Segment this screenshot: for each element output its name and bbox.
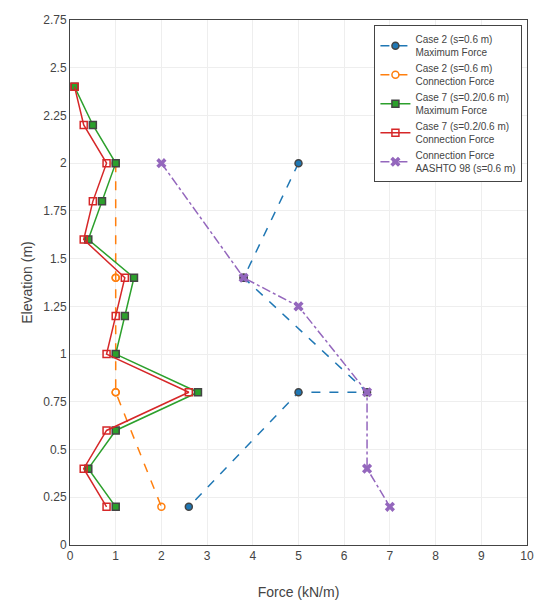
svg-text:Case 7 (s=0.2/0.6 m)Connection: Case 7 (s=0.2/0.6 m)Connection Force [415,121,509,145]
svg-text:0.75: 0.75 [43,395,67,409]
svg-text:1: 1 [60,347,67,361]
svg-text:0: 0 [67,549,74,563]
svg-text:9: 9 [478,549,485,563]
svg-text:2.75: 2.75 [43,13,67,27]
svg-text:1.5: 1.5 [50,252,67,266]
svg-text:Case 2 (s=0.6 m)Maximum Force: Case 2 (s=0.6 m)Maximum Force [415,34,492,58]
svg-text:Case 2 (s=0.6 m)Connection For: Case 2 (s=0.6 m)Connection Force [415,63,494,87]
svg-text:7: 7 [387,549,394,563]
svg-text:1.75: 1.75 [43,204,67,218]
svg-text:2.25: 2.25 [43,109,67,123]
svg-text:2: 2 [158,549,165,563]
svg-text:1.25: 1.25 [43,300,67,314]
svg-text:0.25: 0.25 [43,490,67,504]
svg-text:4: 4 [249,549,256,563]
svg-text:Case 7 (s=0.2/0.6 m)Maximum Fo: Case 7 (s=0.2/0.6 m)Maximum Force [415,92,509,116]
svg-text:Force (kN/m): Force (kN/m) [258,584,340,600]
svg-text:0: 0 [60,538,67,552]
svg-text:0.5: 0.5 [50,443,67,457]
svg-text:Elevation (m): Elevation (m) [19,241,35,323]
svg-text:2.5: 2.5 [50,61,67,75]
svg-text:10: 10 [520,549,534,563]
svg-text:3: 3 [204,549,211,563]
svg-text:Connection ForceAASHTO 98 (s=0: Connection ForceAASHTO 98 (s=0.6 m) [415,150,515,174]
svg-text:5: 5 [295,549,302,563]
svg-text:1: 1 [112,549,119,563]
svg-text:6: 6 [341,549,348,563]
svg-text:2: 2 [60,156,67,170]
svg-text:8: 8 [432,549,439,563]
